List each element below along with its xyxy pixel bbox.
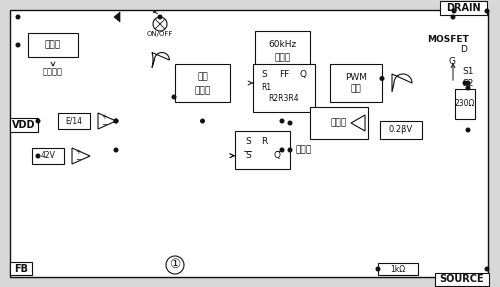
Circle shape <box>466 81 470 85</box>
Circle shape <box>463 81 467 85</box>
Bar <box>378 263 418 275</box>
Text: 42V: 42V <box>40 152 56 160</box>
Text: 控制: 控制 <box>350 84 362 93</box>
Text: +: + <box>101 114 107 120</box>
Polygon shape <box>351 115 365 131</box>
Bar <box>175 64 230 102</box>
Polygon shape <box>98 113 116 129</box>
Circle shape <box>114 148 118 152</box>
Text: 过压锁: 过压锁 <box>295 146 311 154</box>
Polygon shape <box>152 53 170 67</box>
Text: 振荡器: 振荡器 <box>274 53 290 62</box>
Bar <box>10 118 38 132</box>
Polygon shape <box>114 12 120 22</box>
Text: S2: S2 <box>462 79 473 88</box>
Text: G: G <box>448 57 456 67</box>
Text: ON/OFF: ON/OFF <box>147 31 173 37</box>
Text: −: − <box>101 122 107 128</box>
Polygon shape <box>72 148 90 164</box>
Circle shape <box>166 256 184 274</box>
Circle shape <box>485 9 489 13</box>
Circle shape <box>376 267 380 271</box>
Text: MOSFET: MOSFET <box>427 34 469 44</box>
Circle shape <box>200 119 204 123</box>
Text: 0.2βV: 0.2βV <box>389 125 413 135</box>
Text: 调整器: 调整器 <box>45 40 61 49</box>
Text: S: S <box>261 70 267 79</box>
Bar <box>435 273 489 286</box>
Circle shape <box>485 267 489 271</box>
Text: +: + <box>75 149 81 155</box>
Text: R2R3R4: R2R3R4 <box>268 94 300 103</box>
Bar <box>253 64 315 112</box>
Circle shape <box>466 86 470 90</box>
Text: 封锁器: 封锁器 <box>331 119 347 127</box>
Text: FB: FB <box>14 263 28 274</box>
Circle shape <box>153 17 167 31</box>
Polygon shape <box>392 74 412 92</box>
Circle shape <box>172 95 176 99</box>
Circle shape <box>158 15 162 19</box>
Circle shape <box>288 148 292 152</box>
Bar <box>235 131 290 169</box>
Bar <box>380 121 422 139</box>
Circle shape <box>36 119 40 123</box>
Text: 1kΩ: 1kΩ <box>390 265 406 274</box>
Text: ①: ① <box>170 259 180 272</box>
Circle shape <box>16 15 20 19</box>
Text: 过温: 过温 <box>197 73 208 82</box>
Text: S: S <box>245 137 251 146</box>
Bar <box>255 31 310 69</box>
Bar <box>440 1 487 15</box>
Circle shape <box>280 148 284 152</box>
Bar <box>455 89 475 119</box>
Text: 230Ω: 230Ω <box>455 100 475 108</box>
Bar <box>28 33 78 57</box>
Circle shape <box>16 43 20 47</box>
Text: R1: R1 <box>261 84 271 92</box>
Text: E/14: E/14 <box>66 117 82 125</box>
Circle shape <box>466 128 470 132</box>
Text: Q: Q <box>300 70 307 79</box>
Circle shape <box>114 119 118 123</box>
Text: DRAIN: DRAIN <box>446 3 480 13</box>
Text: D: D <box>460 46 468 55</box>
Bar <box>10 262 32 275</box>
Text: PWM: PWM <box>345 73 367 82</box>
Bar <box>18 22 133 92</box>
Text: SOURCE: SOURCE <box>440 274 484 284</box>
Bar <box>58 113 90 129</box>
Bar <box>310 107 368 139</box>
Text: FF: FF <box>279 70 289 79</box>
Text: R: R <box>262 137 268 146</box>
Text: 内部供给: 内部供给 <box>43 67 63 77</box>
Text: 60kHz: 60kHz <box>268 40 296 49</box>
Circle shape <box>451 15 455 19</box>
Circle shape <box>280 119 284 123</box>
Text: Q: Q <box>273 151 280 160</box>
Circle shape <box>114 119 118 123</box>
Text: 探测器: 探测器 <box>194 86 210 95</box>
Text: VDD: VDD <box>12 120 36 130</box>
Circle shape <box>36 154 40 158</box>
Text: −: − <box>75 157 81 163</box>
Text: S1: S1 <box>462 67 474 75</box>
Text: S: S <box>245 151 251 160</box>
Circle shape <box>380 77 384 80</box>
Circle shape <box>452 9 456 13</box>
Bar <box>32 148 64 164</box>
Bar <box>330 64 382 102</box>
Circle shape <box>288 121 292 125</box>
